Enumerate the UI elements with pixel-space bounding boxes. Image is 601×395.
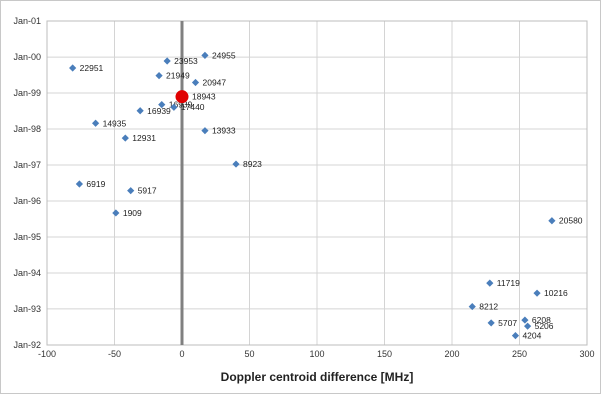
y-tick-label: Jan-00 (13, 52, 41, 62)
y-tick-label: Jan-01 (13, 16, 41, 26)
data-label: 8923 (243, 159, 262, 169)
data-label: 16939 (147, 106, 171, 116)
data-point (69, 64, 77, 72)
data-point (92, 119, 100, 127)
data-label: 5917 (138, 186, 157, 196)
data-point (486, 279, 494, 287)
data-label: 5206 (535, 321, 554, 331)
x-tick-label: 100 (309, 349, 324, 359)
data-label: 1909 (123, 208, 142, 218)
data-point (163, 57, 171, 65)
data-label: 5707 (498, 318, 517, 328)
x-tick-label: -50 (108, 349, 121, 359)
data-label: 16939 (169, 100, 193, 110)
data-point (521, 316, 529, 324)
x-tick-label: 200 (444, 349, 459, 359)
data-point (511, 332, 520, 340)
data-label: 12931 (132, 133, 156, 143)
gridlines (46, 20, 588, 346)
y-tick-label: Jan-99 (13, 88, 41, 98)
y-tick-label: Jan-98 (13, 124, 41, 134)
y-tick-label: Jan-92 (13, 340, 41, 350)
data-point (75, 180, 83, 188)
data-point (136, 107, 144, 115)
x-tick-label: 0 (179, 349, 184, 359)
data-point (201, 127, 209, 135)
data-label: 23953 (174, 56, 198, 66)
data-point (468, 302, 476, 311)
data-point (524, 322, 532, 330)
y-axis-ticks: Jan-92 Jan-93 Jan-94 Jan-95 Jan-96 Jan-97 Jan-… (13, 16, 41, 350)
data-point (548, 217, 556, 225)
data-label: 4204 (522, 331, 541, 341)
x-tick-label: -100 (38, 349, 56, 359)
reference-marker (175, 90, 189, 104)
data-point (201, 51, 209, 59)
data-label: 13933 (212, 126, 236, 136)
data-label: 17440 (181, 102, 205, 112)
y-tick-label: Jan-95 (13, 232, 41, 242)
data-label: 20580 (559, 216, 583, 226)
data-label: 20947 (203, 77, 227, 87)
y-tick-label: Jan-97 (13, 160, 41, 170)
data-label: 10216 (544, 288, 568, 298)
data-point (191, 78, 200, 87)
data-point (232, 160, 240, 168)
x-tick-label: 250 (512, 349, 527, 359)
reference-point: 18943 (175, 90, 216, 104)
data-point (112, 209, 120, 217)
data-label: 11719 (497, 278, 520, 288)
x-axis-label: Doppler centroid difference [MHz] (221, 370, 414, 384)
x-tick-label: 50 (244, 349, 254, 359)
data-label: 24955 (212, 50, 236, 60)
data-point (487, 319, 495, 327)
x-tick-label: 150 (377, 349, 392, 359)
data-label: 22951 (80, 63, 104, 73)
data-point (158, 101, 166, 109)
y-tick-label: Jan-94 (13, 268, 41, 278)
data-point (155, 71, 163, 80)
data-label: 14935 (103, 118, 127, 128)
data-point (121, 134, 129, 142)
x-axis-ticks: -100 -50 0 50 100 150 200 250 300 (38, 349, 595, 359)
data-point (533, 289, 541, 297)
reference-label: 18943 (192, 92, 216, 102)
data-label: 21949 (166, 71, 190, 81)
x-tick-label: 300 (579, 349, 594, 359)
data-point (127, 187, 135, 195)
data-label: 8212 (479, 302, 498, 312)
plot-area-border (46, 20, 588, 346)
y-tick-label: Jan-93 (13, 304, 41, 314)
data-label: 6919 (86, 179, 105, 189)
y-tick-label: Jan-96 (13, 196, 41, 206)
data-point (170, 103, 178, 111)
data-label: 6208 (532, 315, 551, 325)
